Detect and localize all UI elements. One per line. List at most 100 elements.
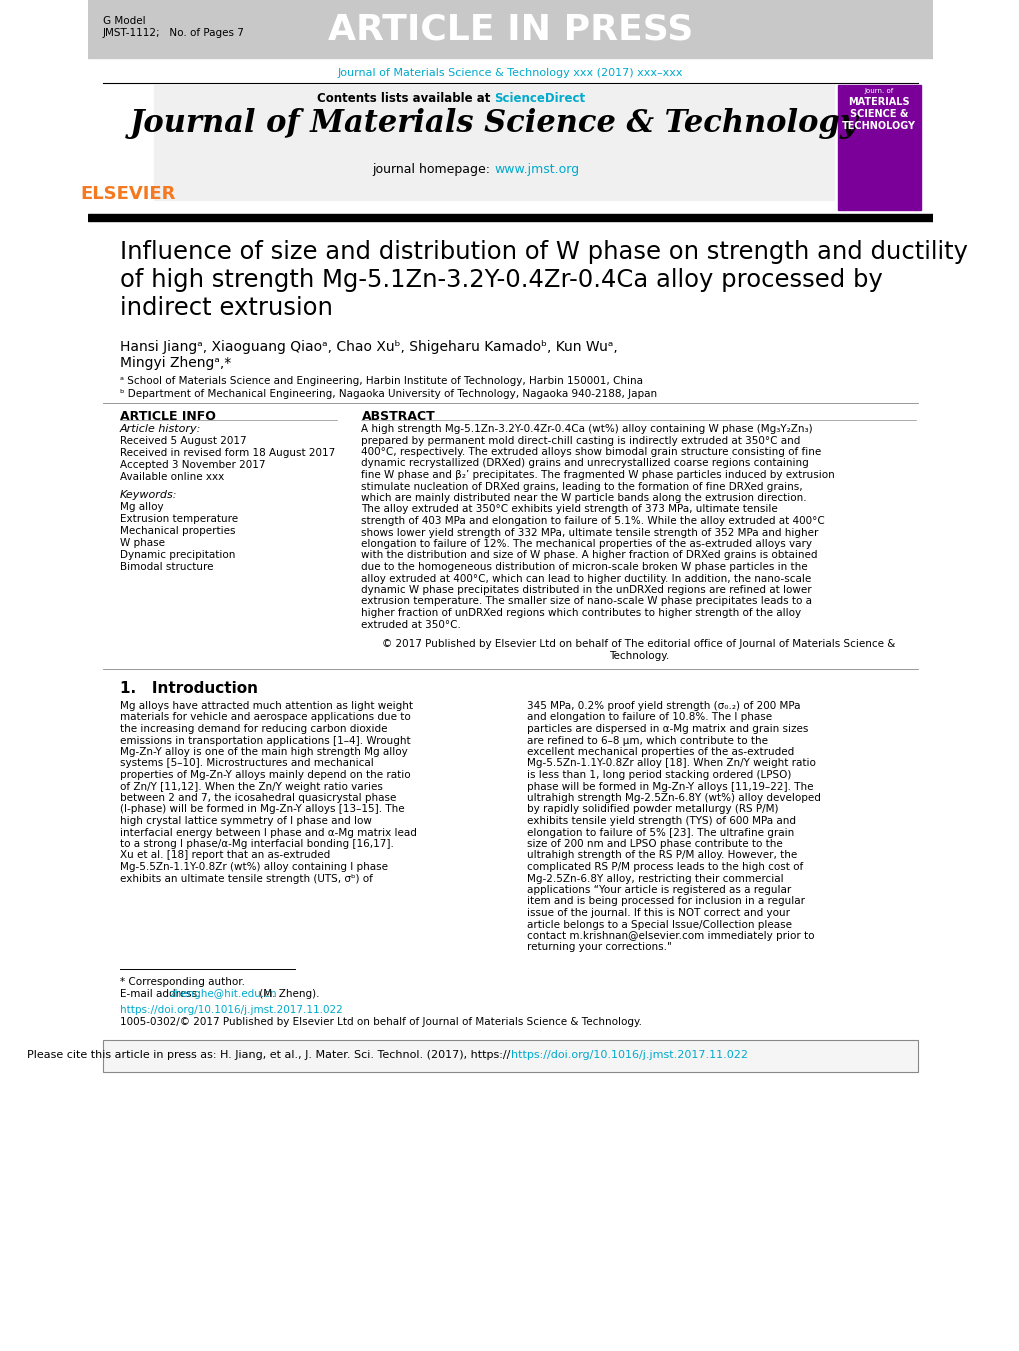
Text: returning your corrections.": returning your corrections.": [527, 943, 672, 952]
Text: Extrusion temperature: Extrusion temperature: [119, 513, 237, 524]
Text: zhenghe@hit.edu.cn: zhenghe@hit.edu.cn: [169, 989, 276, 998]
Text: https://doi.org/10.1016/j.jmst.2017.11.022: https://doi.org/10.1016/j.jmst.2017.11.0…: [119, 1005, 342, 1015]
Text: elongation to failure of 12%. The mechanical properties of the as-extruded alloy: elongation to failure of 12%. The mechan…: [361, 539, 812, 549]
Text: Dynamic precipitation: Dynamic precipitation: [119, 550, 234, 561]
Text: Mg alloys have attracted much attention as light weight: Mg alloys have attracted much attention …: [119, 701, 413, 711]
Text: extrusion temperature. The smaller size of nano-scale W phase precipitates leads: extrusion temperature. The smaller size …: [361, 597, 812, 607]
Text: Journ. of: Journ. of: [864, 88, 893, 95]
Text: emissions in transportation applications [1–4]. Wrought: emissions in transportation applications…: [119, 735, 410, 746]
Text: the increasing demand for reducing carbon dioxide: the increasing demand for reducing carbo…: [119, 724, 387, 734]
Text: 400°C, respectively. The extruded alloys show bimodal grain structure consisting: 400°C, respectively. The extruded alloys…: [361, 447, 821, 457]
Text: between 2 and 7, the icosahedral quasicrystal phase: between 2 and 7, the icosahedral quasicr…: [119, 793, 395, 802]
Text: Mg-Zn-Y alloy is one of the main high strength Mg alloy: Mg-Zn-Y alloy is one of the main high st…: [119, 747, 407, 757]
Text: TECHNOLOGY: TECHNOLOGY: [842, 122, 915, 131]
Text: Journal of Materials Science & Technology xxx (2017) xxx–xxx: Journal of Materials Science & Technolog…: [337, 68, 683, 78]
Text: and elongation to failure of 10.8%. The I phase: and elongation to failure of 10.8%. The …: [527, 712, 771, 723]
Bar: [837, 85, 920, 209]
Text: Please cite this article in press as: H. Jiang, et al., J. Mater. Sci. Technol. : Please cite this article in press as: H.…: [28, 1050, 511, 1061]
Text: www.jmst.org: www.jmst.org: [493, 163, 579, 176]
Text: A high strength Mg-5.1Zn-3.2Y-0.4Zr-0.4Ca (wt%) alloy containing W phase (Mg₃Y₂Z: A high strength Mg-5.1Zn-3.2Y-0.4Zr-0.4C…: [361, 424, 812, 434]
Text: complicated RS P/M process leads to the high cost of: complicated RS P/M process leads to the …: [527, 862, 803, 871]
Text: ARTICLE IN PRESS: ARTICLE IN PRESS: [327, 12, 693, 46]
Text: article belongs to a Special Issue/Collection please: article belongs to a Special Issue/Colle…: [527, 920, 792, 929]
Text: contact m.krishnan@elsevier.com immediately prior to: contact m.krishnan@elsevier.com immediat…: [527, 931, 814, 942]
Text: ARTICLE INFO: ARTICLE INFO: [119, 409, 215, 423]
Text: Xu et al. [18] report that an as-extruded: Xu et al. [18] report that an as-extrude…: [119, 851, 329, 861]
Text: https://doi.org/10.1016/j.jmst.2017.11.022: https://doi.org/10.1016/j.jmst.2017.11.0…: [511, 1050, 747, 1061]
Text: Technology.: Technology.: [608, 651, 668, 661]
Text: ultrahigh strength of the RS P/M alloy. However, the: ultrahigh strength of the RS P/M alloy. …: [527, 851, 797, 861]
Text: Received 5 August 2017: Received 5 August 2017: [119, 436, 246, 446]
Text: shows lower yield strength of 332 MPa, ultimate tensile strength of 352 MPa and : shows lower yield strength of 332 MPa, u…: [361, 527, 818, 538]
Text: The alloy extruded at 350°C exhibits yield strength of 373 MPa, ultimate tensile: The alloy extruded at 350°C exhibits yie…: [361, 504, 777, 515]
Text: Mg-5.5Zn-1.1Y-0.8Zr (wt%) alloy containing I phase: Mg-5.5Zn-1.1Y-0.8Zr (wt%) alloy containi…: [119, 862, 387, 871]
Text: high crystal lattice symmetry of I phase and low: high crystal lattice symmetry of I phase…: [119, 816, 371, 825]
Text: ScienceDirect: ScienceDirect: [493, 92, 585, 105]
Text: is less than 1, long period stacking ordered (LPSO): is less than 1, long period stacking ord…: [527, 770, 791, 780]
Text: Received in revised form 18 August 2017: Received in revised form 18 August 2017: [119, 449, 334, 458]
Text: issue of the journal. If this is NOT correct and your: issue of the journal. If this is NOT cor…: [527, 908, 790, 917]
Text: prepared by permanent mold direct-chill casting is indirectly extruded at 350°C : prepared by permanent mold direct-chill …: [361, 435, 800, 446]
Text: W phase: W phase: [119, 538, 164, 549]
Text: ELSEVIER: ELSEVIER: [81, 185, 175, 203]
Text: ᵃ School of Materials Science and Engineering, Harbin Institute of Technology, H: ᵃ School of Materials Science and Engine…: [119, 376, 642, 386]
Text: of Zn/Y [11,12]. When the Zn/Y weight ratio varies: of Zn/Y [11,12]. When the Zn/Y weight ra…: [119, 781, 382, 792]
Text: by rapidly solidified powder metallurgy (RS P/M): by rapidly solidified powder metallurgy …: [527, 804, 777, 815]
Text: Mingyi Zhengᵃ,*: Mingyi Zhengᵃ,*: [119, 357, 230, 370]
Text: with the distribution and size of W phase. A higher fraction of DRXed grains is : with the distribution and size of W phas…: [361, 550, 817, 561]
Text: Mg-2.5Zn-6.8Y alloy, restricting their commercial: Mg-2.5Zn-6.8Y alloy, restricting their c…: [527, 874, 783, 884]
Text: exhibits an ultimate tensile strength (UTS, σᵇ) of: exhibits an ultimate tensile strength (U…: [119, 874, 372, 884]
Text: are refined to 6–8 μm, which contribute to the: are refined to 6–8 μm, which contribute …: [527, 735, 767, 746]
Text: exhibits tensile yield strength (TYS) of 600 MPa and: exhibits tensile yield strength (TYS) of…: [527, 816, 796, 825]
Text: item and is being processed for inclusion in a regular: item and is being processed for inclusio…: [527, 897, 804, 907]
Text: 1005-0302/© 2017 Published by Elsevier Ltd on behalf of Journal of Materials Sci: 1005-0302/© 2017 Published by Elsevier L…: [119, 1017, 641, 1027]
Text: SCIENCE &: SCIENCE &: [849, 109, 908, 119]
Text: Article history:: Article history:: [119, 424, 201, 434]
Text: of high strength Mg-5.1Zn-3.2Y-0.4Zr-0.4Ca alloy processed by: of high strength Mg-5.1Zn-3.2Y-0.4Zr-0.4…: [119, 267, 881, 292]
Text: fine W phase and β₂’ precipitates. The fragmented W phase particles induced by e: fine W phase and β₂’ precipitates. The f…: [361, 470, 835, 480]
Text: elongation to failure of 5% [23]. The ultrafine grain: elongation to failure of 5% [23]. The ul…: [527, 828, 794, 838]
Bar: [103, 1040, 917, 1071]
Text: Hansi Jiangᵃ, Xiaoguang Qiaoᵃ, Chao Xuᵇ, Shigeharu Kamadoᵇ, Kun Wuᵃ,: Hansi Jiangᵃ, Xiaoguang Qiaoᵃ, Chao Xuᵇ,…: [119, 340, 616, 354]
Text: 345 MPa, 0.2% proof yield strength (σ₀.₂) of 200 MPa: 345 MPa, 0.2% proof yield strength (σ₀.₂…: [527, 701, 800, 711]
Text: ABSTRACT: ABSTRACT: [361, 409, 435, 423]
Bar: [88, 0, 932, 58]
Text: Keywords:: Keywords:: [119, 490, 177, 500]
Text: ultrahigh strength Mg-2.5Zn-6.8Y (wt%) alloy developed: ultrahigh strength Mg-2.5Zn-6.8Y (wt%) a…: [527, 793, 820, 802]
Text: dynamic W phase precipitates distributed in the unDRXed regions are refined at l: dynamic W phase precipitates distributed…: [361, 585, 811, 594]
Text: systems [5–10]. Microstructures and mechanical: systems [5–10]. Microstructures and mech…: [119, 758, 373, 769]
Text: strength of 403 MPa and elongation to failure of 5.1%. While the alloy extruded : strength of 403 MPa and elongation to fa…: [361, 516, 824, 526]
Text: Accepted 3 November 2017: Accepted 3 November 2017: [119, 459, 265, 470]
Text: MATERIALS: MATERIALS: [848, 97, 909, 107]
Text: JMST-1112;   No. of Pages 7: JMST-1112; No. of Pages 7: [103, 28, 245, 38]
Text: Available online xxx: Available online xxx: [119, 471, 223, 482]
Text: extruded at 350°C.: extruded at 350°C.: [361, 620, 461, 630]
Text: higher fraction of unDRXed regions which contributes to higher strength of the a: higher fraction of unDRXed regions which…: [361, 608, 801, 617]
Text: interfacial energy between I phase and α-Mg matrix lead: interfacial energy between I phase and α…: [119, 828, 416, 838]
Text: (I-phase) will be formed in Mg-Zn-Y alloys [13–15]. The: (I-phase) will be formed in Mg-Zn-Y allo…: [119, 804, 404, 815]
Text: G Model: G Model: [103, 16, 146, 26]
Text: Mg alloy: Mg alloy: [119, 503, 163, 512]
Text: excellent mechanical properties of the as-extruded: excellent mechanical properties of the a…: [527, 747, 794, 757]
Text: ᵇ Department of Mechanical Engineering, Nagaoka University of Technology, Nagaok: ᵇ Department of Mechanical Engineering, …: [119, 389, 656, 399]
Text: size of 200 nm and LPSO phase contribute to the: size of 200 nm and LPSO phase contribute…: [527, 839, 783, 848]
Bar: [154, 85, 833, 200]
Text: Bimodal structure: Bimodal structure: [119, 562, 213, 571]
Text: Contents lists available at: Contents lists available at: [316, 92, 493, 105]
Text: Influence of size and distribution of W phase on strength and ductility: Influence of size and distribution of W …: [119, 240, 967, 263]
Text: Journal of Materials Science & Technology: Journal of Materials Science & Technolog…: [129, 108, 858, 139]
Text: E-mail address:: E-mail address:: [119, 989, 204, 998]
Text: Mechanical properties: Mechanical properties: [119, 526, 234, 536]
Text: journal homepage:: journal homepage:: [372, 163, 493, 176]
Text: stimulate nucleation of DRXed grains, leading to the formation of fine DRXed gra: stimulate nucleation of DRXed grains, le…: [361, 481, 802, 492]
Text: 1.   Introduction: 1. Introduction: [119, 681, 258, 696]
Text: properties of Mg-Zn-Y alloys mainly depend on the ratio: properties of Mg-Zn-Y alloys mainly depe…: [119, 770, 410, 780]
Bar: [88, 213, 932, 222]
Text: which are mainly distributed near the W particle bands along the extrusion direc: which are mainly distributed near the W …: [361, 493, 806, 503]
Text: (M. Zheng).: (M. Zheng).: [256, 989, 320, 998]
Text: materials for vehicle and aerospace applications due to: materials for vehicle and aerospace appl…: [119, 712, 410, 723]
Text: * Corresponding author.: * Corresponding author.: [119, 977, 245, 988]
Text: particles are dispersed in α-Mg matrix and grain sizes: particles are dispersed in α-Mg matrix a…: [527, 724, 808, 734]
Text: © 2017 Published by Elsevier Ltd on behalf of The editorial office of Journal of: © 2017 Published by Elsevier Ltd on beha…: [382, 639, 895, 648]
Text: indirect extrusion: indirect extrusion: [119, 296, 332, 320]
